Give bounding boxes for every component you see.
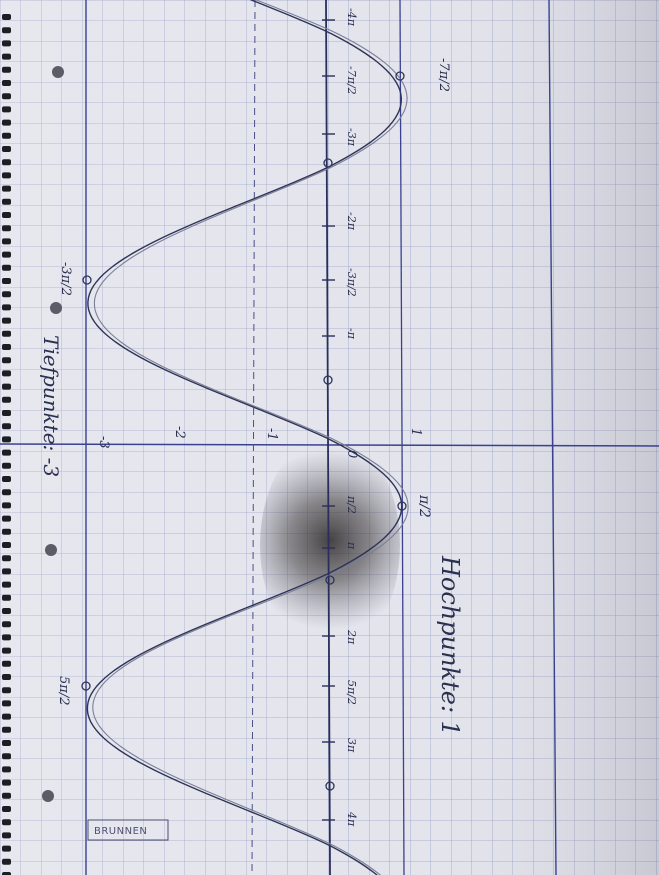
spiral-hole xyxy=(2,14,11,20)
spiral-hole xyxy=(2,806,11,812)
spiral-hole xyxy=(2,502,11,508)
spiral-hole xyxy=(2,621,11,627)
ring-hole xyxy=(50,302,62,314)
spiral-hole xyxy=(2,436,11,442)
spiral-hole xyxy=(2,252,11,258)
spiral-hole xyxy=(2,40,11,46)
label-y-minus3: -3 xyxy=(96,436,111,449)
label-y-one: 1 xyxy=(408,428,423,436)
spiral-hole xyxy=(2,555,11,561)
ring-hole xyxy=(45,544,57,556)
spiral-hole xyxy=(2,516,11,522)
x-tick-label: π xyxy=(345,541,358,550)
annotation-high-points: Hochpunkte: 1 xyxy=(436,555,464,736)
spiral-hole xyxy=(2,780,11,786)
spiral-hole xyxy=(2,225,11,231)
spiral-hole xyxy=(2,463,11,469)
x-tick-label: 4π xyxy=(345,811,358,827)
label-origin: 0 xyxy=(344,450,359,458)
spiral-hole xyxy=(2,634,11,640)
spiral-hole xyxy=(2,819,11,825)
ring-hole xyxy=(52,66,64,78)
spiral-hole xyxy=(2,753,11,759)
spiral-hole xyxy=(2,476,11,482)
x-tick-label: -7π/2 xyxy=(345,66,358,95)
x-tick-label: -3π/2 xyxy=(345,268,358,297)
spiral-hole xyxy=(2,27,11,33)
x-tick-label: 3π xyxy=(345,738,358,753)
spiral-hole xyxy=(2,93,11,99)
label-min-left: -3π/2 xyxy=(58,262,73,296)
x-tick-label: -π xyxy=(345,328,358,340)
spiral-hole xyxy=(2,700,11,706)
spiral-hole xyxy=(2,54,11,60)
spiral-hole xyxy=(2,265,11,271)
label-y-minus1: -1 xyxy=(264,428,279,441)
spiral-hole xyxy=(2,608,11,614)
spiral-hole xyxy=(2,648,11,654)
spiral-hole xyxy=(2,846,11,852)
spiral-hole xyxy=(2,344,11,350)
spiral-hole xyxy=(2,687,11,693)
spiral-hole xyxy=(2,595,11,601)
spiral-hole xyxy=(2,832,11,838)
spiral-hole xyxy=(2,384,11,390)
label-max-left: -7π/2 xyxy=(436,58,451,92)
spiral-hole xyxy=(2,661,11,667)
spiral-hole xyxy=(2,714,11,720)
spiral-hole xyxy=(2,80,11,86)
annotation-low-points: Tiefpunkte: -3 xyxy=(39,335,63,477)
brand-name: BRUNNEN xyxy=(94,826,147,837)
label-min-right: 5π/2 xyxy=(56,676,71,705)
shadow xyxy=(260,435,400,655)
spiral-hole xyxy=(2,318,11,324)
spiral-hole xyxy=(2,740,11,746)
spiral-hole xyxy=(2,568,11,574)
spiral-hole xyxy=(2,106,11,112)
spiral-hole xyxy=(2,397,11,403)
spiral-hole xyxy=(2,582,11,588)
spiral-hole xyxy=(2,859,11,865)
spiral-hole xyxy=(2,186,11,192)
spiral-hole xyxy=(2,423,11,429)
label-y-minus2: -2 xyxy=(172,426,187,439)
spiral-hole xyxy=(2,212,11,218)
spiral-hole xyxy=(2,159,11,165)
spiral-hole xyxy=(2,727,11,733)
spiral-hole xyxy=(2,291,11,297)
spiral-hole xyxy=(2,410,11,416)
x-tick-label: -2π xyxy=(345,212,358,231)
spiral-hole xyxy=(2,238,11,244)
spiral-hole xyxy=(2,793,11,799)
spiral-hole xyxy=(2,304,11,310)
spiral-hole xyxy=(2,766,11,772)
spiral-hole xyxy=(2,370,11,376)
x-tick-label: -4π xyxy=(345,8,358,27)
spiral-hole xyxy=(2,542,11,548)
spiral-hole xyxy=(2,67,11,73)
spiral-hole xyxy=(2,133,11,139)
spiral-hole xyxy=(2,278,11,284)
spiral-hole xyxy=(2,146,11,152)
x-tick-label: -3π xyxy=(345,128,358,147)
spiral-hole xyxy=(2,331,11,337)
spiral-hole xyxy=(2,450,11,456)
spiral-hole xyxy=(2,199,11,205)
spiral-hole xyxy=(2,529,11,535)
spiral-hole xyxy=(2,489,11,495)
label-max-center: π/2 xyxy=(416,494,432,518)
x-tick-label: 2π xyxy=(345,629,358,645)
ring-hole xyxy=(42,790,54,802)
spiral-hole xyxy=(2,172,11,178)
x-tick-label: π/2 xyxy=(345,495,358,514)
spiral-hole xyxy=(2,674,11,680)
spiral-hole xyxy=(2,357,11,363)
spiral-hole xyxy=(2,120,11,126)
x-tick-label: 5π/2 xyxy=(345,680,358,705)
